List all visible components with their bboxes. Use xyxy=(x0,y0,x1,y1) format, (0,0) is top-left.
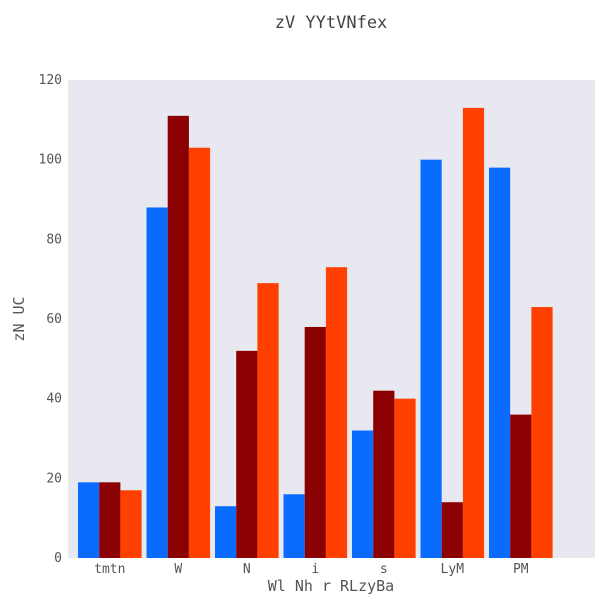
bars-group xyxy=(78,107,553,559)
bar-LyM-series-2 xyxy=(441,502,463,558)
y-axis-label: zN UC xyxy=(10,296,28,341)
bar-s-series-2 xyxy=(373,390,395,558)
bar-N-series-3 xyxy=(257,283,279,558)
bar-i-series-2 xyxy=(304,326,326,558)
y-tick-label: 0 xyxy=(54,551,62,566)
bar-tmtn-series-3 xyxy=(120,490,142,558)
bar-LyM-series-3 xyxy=(462,107,485,558)
y-tick-label: 80 xyxy=(46,232,62,247)
x-tick-label: i xyxy=(311,562,319,577)
x-axis-label: Wl Nh r RLzyBa xyxy=(268,577,394,595)
bar-W-series-2 xyxy=(167,115,189,558)
bar-W-series-1 xyxy=(146,207,168,558)
x-tick-label: s xyxy=(380,562,388,577)
x-tick-label: PM xyxy=(513,562,529,577)
bar-i-series-3 xyxy=(325,267,348,558)
bar-s-series-1 xyxy=(352,430,374,558)
bar-PM-series-3 xyxy=(531,307,553,558)
bar-PM-series-2 xyxy=(510,414,532,558)
y-tick-label: 20 xyxy=(46,471,62,486)
x-tick-label: N xyxy=(243,562,251,577)
bar-i-series-1 xyxy=(283,494,305,558)
y-ticks-group: 0 20 40 60 80 100 120 xyxy=(39,73,62,566)
y-tick-label: 60 xyxy=(46,312,62,327)
y-tick-label: 120 xyxy=(39,73,62,88)
x-tick-label: tmtn xyxy=(94,562,125,577)
bar-N-series-2 xyxy=(236,350,258,558)
y-tick-label: 100 xyxy=(39,153,62,168)
chart-title: zV YYtVNfex xyxy=(275,13,388,33)
bar-PM-series-1 xyxy=(489,167,511,558)
bar-N-series-1 xyxy=(215,506,237,558)
bar-tmtn-series-2 xyxy=(99,482,121,558)
bar-tmtn-series-1 xyxy=(78,482,100,558)
y-tick-label: 40 xyxy=(46,392,62,407)
x-tick-label: W xyxy=(174,562,182,577)
x-tick-label: LyM xyxy=(441,562,465,577)
bar-LyM-series-1 xyxy=(420,159,442,559)
bar-W-series-3 xyxy=(188,147,211,558)
bar-s-series-3 xyxy=(394,398,416,558)
